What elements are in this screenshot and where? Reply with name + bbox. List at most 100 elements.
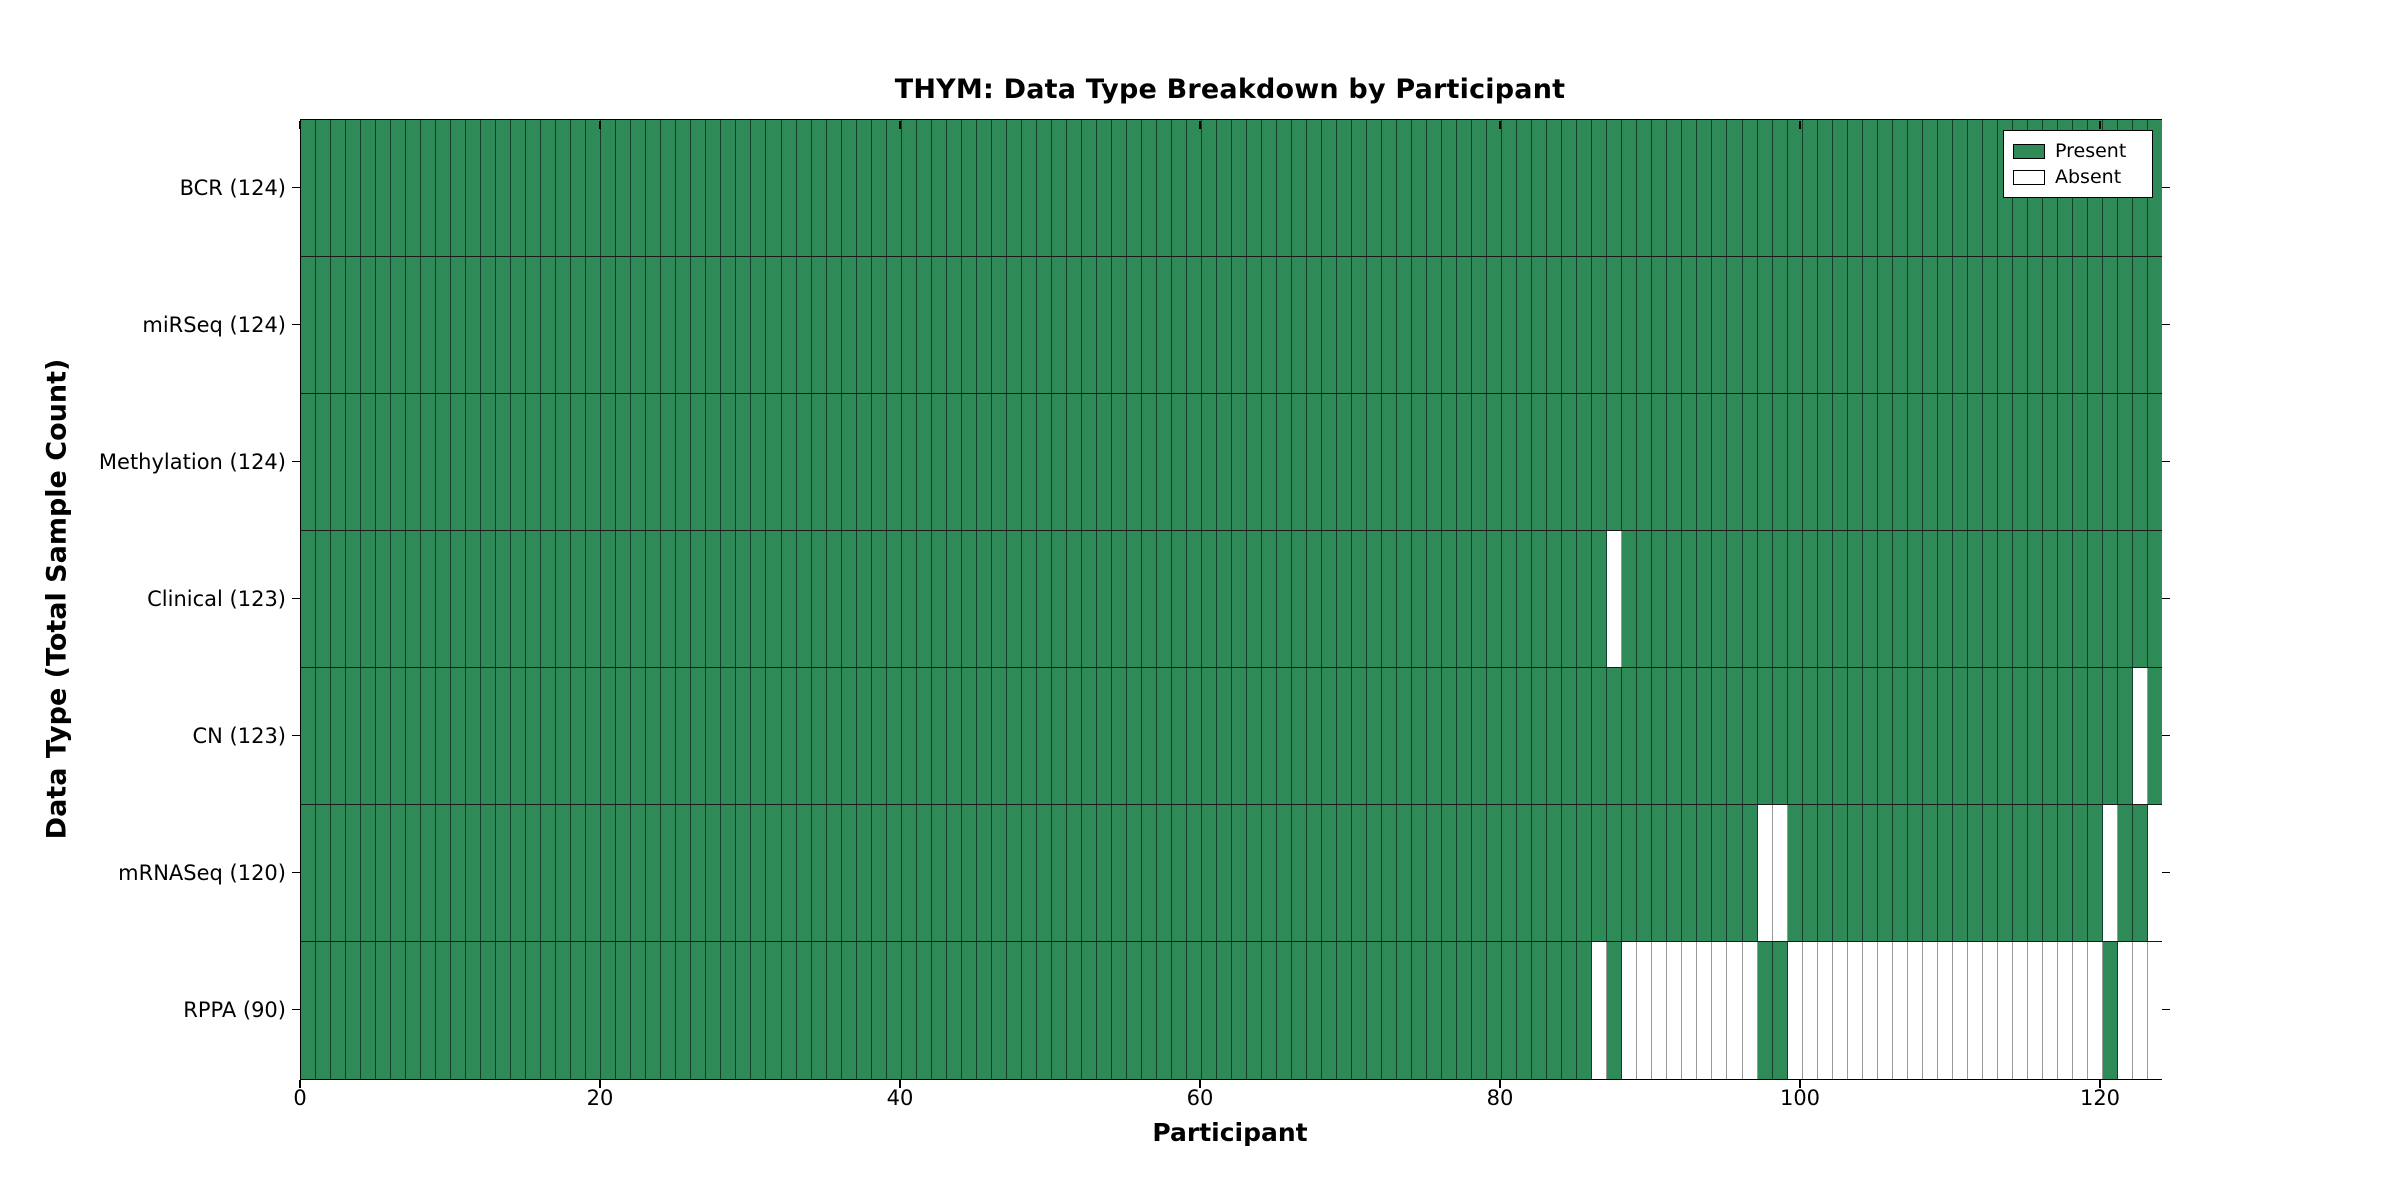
heatmap-cell [646,531,662,667]
heatmap-cell [1862,531,1878,667]
heatmap-cell [571,531,587,667]
heatmap-cell [1817,257,1833,393]
heatmap-cell [2042,394,2058,530]
heatmap-cell [526,531,542,667]
heatmap-cell [1832,257,1848,393]
heatmap-cell [676,805,692,941]
heatmap-cell [1982,531,1998,667]
heatmap-cell [676,531,692,667]
heatmap-cell [1757,120,1773,256]
heatmap-cell [1051,531,1067,667]
heatmap-cell [1637,805,1653,941]
heatmap-cell [346,668,362,804]
legend-label: Present [2055,140,2127,162]
tick-mark [292,597,300,600]
heatmap-cell [691,805,707,941]
heatmap-cell [976,531,992,667]
heatmap-cell [1201,257,1217,393]
heatmap-cell [1592,394,1608,530]
heatmap-cell [676,394,692,530]
heatmap-cell [2012,668,2028,804]
heatmap-cell [1322,668,1338,804]
y-tick-label: Clinical (123) [147,586,286,611]
heatmap-cell [1126,668,1142,804]
heatmap-cell [1802,257,1818,393]
heatmap-cell [496,257,512,393]
heatmap-cell [646,257,662,393]
heatmap-cell [631,531,647,667]
heatmap-cell [1487,668,1503,804]
heatmap-cell [931,531,947,667]
heatmap-cell [1367,668,1383,804]
heatmap-cell [676,120,692,256]
heatmap-cell [2057,394,2073,530]
heatmap-cell [436,257,452,393]
heatmap-cell [1412,805,1428,941]
heatmap-cell [556,531,572,667]
heatmap-cell [1622,942,1638,1079]
heatmap-cell [1292,668,1308,804]
heatmap-cell [1637,942,1653,1079]
heatmap-cell [1066,531,1082,667]
heatmap-cell [1442,805,1458,941]
heatmap-cell [1772,531,1788,667]
heatmap-cell [1487,942,1503,1079]
heatmap-cell [1712,257,1728,393]
heatmap-cell [931,668,947,804]
heatmap-cell [601,668,617,804]
heatmap-cell [1667,668,1683,804]
heatmap-cell [1832,942,1848,1079]
heatmap-cell [481,257,497,393]
heatmap-cell [1667,531,1683,667]
tick-mark [2161,597,2170,600]
heatmap-cell [1712,120,1728,256]
heatmap-cell [2027,257,2043,393]
heatmap-cell [2102,942,2118,1079]
heatmap-cell [1772,120,1788,256]
heatmap-cell [1307,394,1323,530]
heatmap-cell [1307,257,1323,393]
heatmap-cell [946,942,962,1079]
heatmap-cell [901,394,917,530]
heatmap-cell [1487,120,1503,256]
heatmap-cell [1592,531,1608,667]
heatmap-cell [946,394,962,530]
heatmap-cell [1682,120,1698,256]
heatmap-cell [1937,805,1953,941]
heatmap-cell [1006,942,1022,1079]
heatmap-cell [1502,805,1518,941]
heatmap-cell [1982,394,1998,530]
heatmap-cell [1832,668,1848,804]
heatmap-cell [1262,257,1278,393]
heatmap-cell [1156,394,1172,530]
heatmap-cell [721,257,737,393]
heatmap-cell [1322,394,1338,530]
heatmap-cell [1066,120,1082,256]
heatmap-cell [496,805,512,941]
heatmap-cell [346,942,362,1079]
heatmap-cell [376,942,392,1079]
heatmap-cell [571,942,587,1079]
heatmap-cell [1967,120,1983,256]
heatmap-cell [661,120,677,256]
heatmap-cell [1051,668,1067,804]
heatmap-cell [1937,120,1953,256]
heatmap-cell [1682,668,1698,804]
heatmap-cell [1727,394,1743,530]
heatmap-cell [871,805,887,941]
heatmap-cell [1622,805,1638,941]
heatmap-cell [1727,257,1743,393]
heatmap-cell [1517,531,1533,667]
heatmap-cell [991,805,1007,941]
heatmap-cell [1021,531,1037,667]
heatmap-cell [931,394,947,530]
heatmap-cell [1352,942,1368,1079]
heatmap-cell [421,531,437,667]
heatmap-cell [2057,668,2073,804]
tick-mark [299,1079,301,1088]
heatmap-cell [1352,394,1368,530]
heatmap-cell [826,531,842,667]
heatmap-cell [1502,531,1518,667]
heatmap-cell [1066,257,1082,393]
heatmap-cell [1607,531,1623,667]
